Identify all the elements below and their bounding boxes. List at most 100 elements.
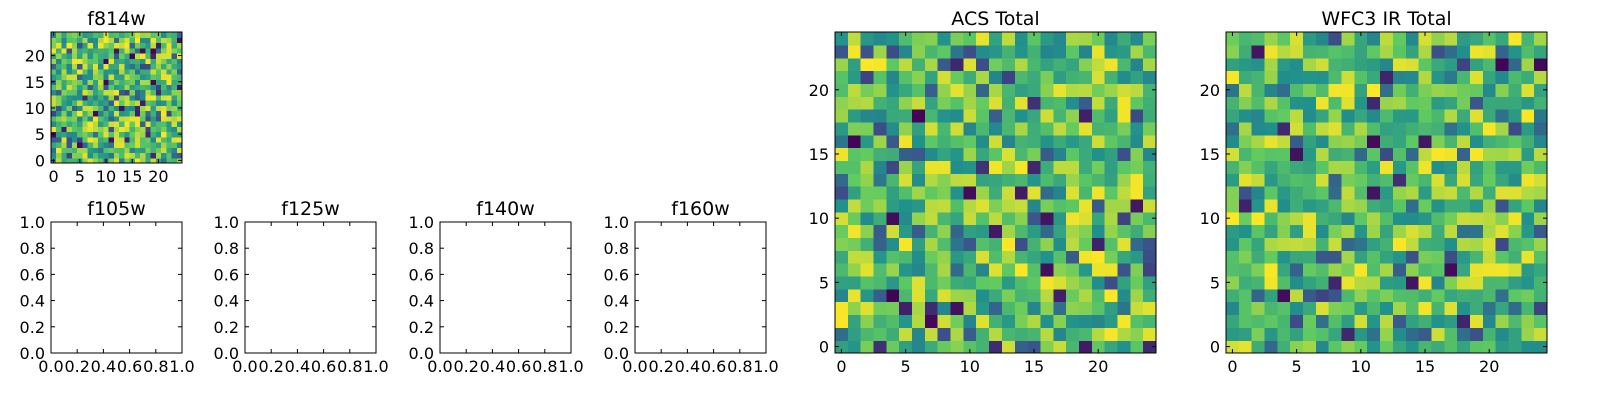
heatmap-cell (886, 57, 900, 72)
heatmap-cell (113, 58, 120, 65)
heatmap-cell (873, 224, 887, 239)
heatmap-cell (1534, 70, 1548, 84)
heatmap-cell (1303, 32, 1317, 46)
heatmap-cell (1277, 96, 1291, 110)
heatmap-cell (1315, 173, 1330, 187)
heatmap-cell (873, 83, 887, 97)
heatmap-cell (847, 173, 862, 187)
heatmap-cell (1091, 237, 1106, 251)
heatmap-cell (1508, 340, 1522, 354)
heatmap-cell (1431, 96, 1445, 110)
heatmap-cell (1104, 44, 1119, 59)
heatmap-cell (1001, 224, 1016, 239)
heatmap-cell (937, 121, 952, 136)
heatmap-cell (92, 131, 99, 138)
heatmap-cell (82, 73, 89, 80)
heatmap-cell (1066, 44, 1080, 59)
heatmap-cell (1264, 57, 1278, 72)
heatmap-cell (873, 314, 887, 328)
heatmap-cell (129, 37, 136, 44)
heatmap-cell (61, 121, 68, 127)
y-tick-label: 0 (35, 151, 45, 170)
heatmap-cell (1508, 275, 1522, 290)
heatmap-cell (1143, 340, 1157, 354)
heatmap-cell (963, 198, 977, 213)
heatmap-cell (71, 131, 78, 138)
heatmap-cell (963, 327, 977, 341)
heatmap-cell (1251, 57, 1266, 72)
heatmap-cell (87, 110, 94, 117)
heatmap-cell (886, 186, 900, 200)
heatmap-cell (166, 147, 173, 154)
heatmap-cell (166, 47, 173, 54)
heatmap-cell (847, 44, 862, 59)
heatmap-cell (873, 198, 887, 213)
heatmap-cell (1226, 237, 1240, 251)
heatmap-cell (155, 105, 162, 112)
heatmap-cell (103, 126, 110, 133)
y-tick-label: 1.0 (409, 213, 434, 232)
heatmap-cell (912, 263, 926, 277)
heatmap-cell (1508, 32, 1522, 46)
heatmap-cell (87, 136, 94, 143)
heatmap-cell (1238, 44, 1253, 59)
x-tick-label: 0.8 (727, 357, 752, 376)
heatmap-cell (77, 58, 84, 65)
heatmap-cell (1328, 109, 1343, 123)
heatmap-cell (145, 121, 152, 127)
heatmap-cell (1091, 301, 1106, 316)
heatmap-cell (1508, 109, 1522, 123)
heatmap-cell (161, 63, 167, 70)
heatmap-cell (1431, 134, 1445, 149)
heatmap-cell (108, 32, 115, 38)
heatmap-cell (1431, 173, 1445, 187)
heatmap-cell (1495, 275, 1510, 290)
heatmap-cell (1405, 134, 1420, 149)
heatmap-cell (1027, 57, 1042, 72)
heatmap-cell (1303, 263, 1317, 277)
heatmap-cell (1392, 109, 1407, 123)
heatmap-cells (1226, 32, 1548, 354)
heatmap-cell (989, 288, 1003, 303)
heatmap-cell (1001, 83, 1016, 97)
heatmap-cell (92, 110, 99, 117)
heatmap-cell (1226, 134, 1240, 149)
heatmap-cell (1380, 83, 1394, 97)
heatmap-cell (1380, 173, 1394, 187)
heatmap-cell (1328, 83, 1343, 97)
heatmap-cell (155, 94, 162, 101)
heatmap-cell (1457, 198, 1471, 213)
heatmap-cell (1027, 314, 1042, 328)
heatmap-cell (1078, 134, 1093, 149)
heatmap-cell (1431, 83, 1445, 97)
heatmap-cell (1303, 314, 1317, 328)
heatmap-cell (92, 126, 99, 133)
heatmap-cell (1277, 237, 1291, 251)
heatmap-cell (1495, 57, 1510, 72)
heatmap-cell (950, 301, 964, 316)
y-tick-label: 15 (809, 145, 829, 164)
heatmap-cell (899, 237, 913, 251)
heatmap-cell (1534, 211, 1548, 226)
heatmap-cell (1534, 224, 1548, 239)
heatmap-cell (899, 198, 913, 213)
heatmap-cell (1130, 121, 1144, 136)
heatmap-cell (1143, 314, 1157, 328)
heatmap-cell (912, 70, 926, 84)
heatmap-cell (155, 73, 162, 80)
heatmap-cell (82, 105, 89, 112)
heatmap-cell (56, 32, 63, 38)
heatmap-cells (835, 32, 1157, 354)
heatmap-cell (1014, 288, 1029, 303)
heatmap-cell (103, 105, 110, 112)
heatmap-cell (1027, 224, 1042, 239)
heatmap-cell (924, 186, 939, 200)
heatmap-cell (171, 84, 178, 91)
heatmap-cell (176, 58, 183, 65)
heatmap-cell (150, 89, 157, 96)
heatmap-cell (1469, 147, 1484, 161)
heatmap-cell (155, 115, 162, 122)
heatmap-cell (989, 83, 1003, 97)
heatmap-cell (124, 105, 131, 112)
